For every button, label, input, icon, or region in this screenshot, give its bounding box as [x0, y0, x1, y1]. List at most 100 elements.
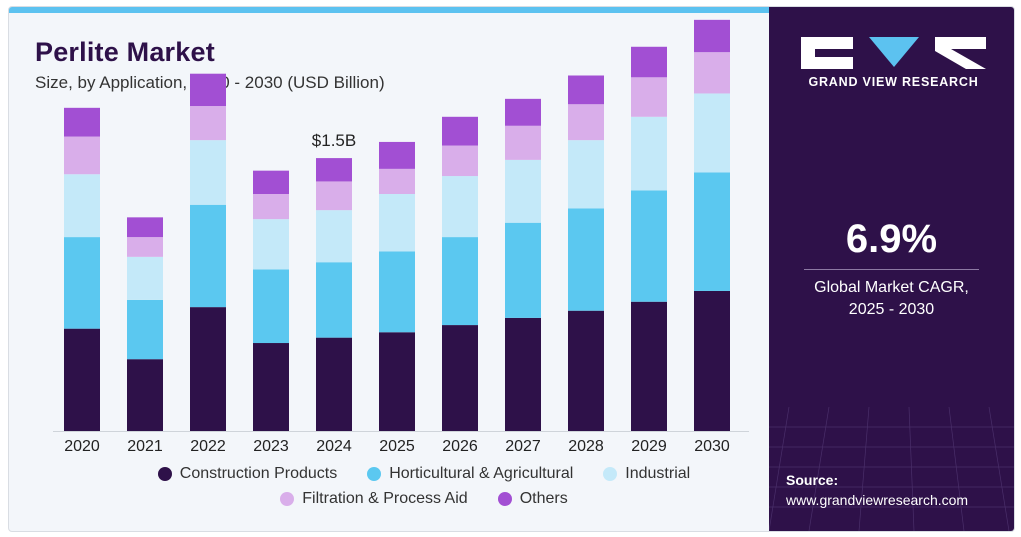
bar-segment-2027-s0	[505, 317, 541, 431]
bar-segment-2020-s0	[64, 328, 100, 431]
chart-title: Perlite Market	[35, 37, 215, 67]
bar-segment-2027-s2	[505, 159, 541, 223]
bar-segment-2025-s3	[379, 168, 415, 194]
x-tick-label-2028: 2028	[568, 438, 604, 455]
bar-segment-2025-s0	[379, 332, 415, 431]
bar-segment-2030-s0	[694, 290, 730, 431]
grand-view-research-logo	[801, 37, 986, 69]
legend-item-construction: Construction Products	[157, 465, 338, 483]
bar-segment-2026-s2	[442, 176, 478, 238]
legend-item-industrial: Industrial	[603, 465, 690, 483]
bar-segment-2024-s1	[316, 262, 352, 338]
bar-segment-2028-s3	[568, 104, 604, 141]
bar-segment-2024-s3	[316, 181, 352, 211]
bar-segment-2026-s3	[442, 145, 478, 177]
cagr-label-line1: Global Market CAGR,	[814, 279, 969, 296]
bar-segment-2021-s3	[127, 237, 163, 257]
bar-segment-2022-s2	[190, 140, 226, 205]
bar-segment-2022-s4	[190, 73, 226, 107]
legend-item-others: Others	[497, 490, 568, 508]
bar-segment-2021-s1	[127, 299, 163, 360]
cagr-label-line2: 2025 - 2030	[848, 301, 935, 318]
x-tick-label-2027: 2027	[505, 438, 541, 455]
divider	[804, 269, 979, 270]
legend-item-horticultural: Horticultural & Agricultural	[367, 465, 573, 483]
legend-swatch-others	[497, 492, 512, 506]
bar-segment-2020-s3	[64, 136, 100, 175]
x-tick-label-2023: 2023	[253, 438, 289, 455]
grid-decoration	[769, 407, 1014, 531]
bar-segment-2025-s1	[379, 251, 415, 333]
bar-segment-2023-s1	[253, 269, 289, 344]
legend-row: Filtration & Process Aid Others	[94, 490, 754, 508]
bar-segment-2029-s4	[631, 46, 667, 78]
accent-bar	[9, 7, 769, 13]
x-tick-label-2020: 2020	[64, 438, 100, 455]
sidebar-panel: GRAND VIEW RESEARCH 6.9% Global Market C…	[769, 7, 1014, 531]
bar-segment-2026-s4	[442, 116, 478, 146]
data-label-2024: $1.5B	[312, 131, 356, 150]
bar-segment-2029-s3	[631, 77, 667, 117]
legend-item-filtration: Filtration & Process Aid	[280, 490, 468, 508]
x-tick-label-2021: 2021	[127, 438, 163, 455]
bar-segment-2023-s3	[253, 194, 289, 220]
chart-card: Perlite Market Size, by Application, 202…	[8, 6, 1015, 532]
bar-segment-2027-s3	[505, 125, 541, 160]
bar-segment-2020-s4	[64, 107, 100, 137]
bar-segment-2028-s2	[568, 140, 604, 209]
source-label: Source:	[786, 472, 839, 488]
cagr-label: Global Market CAGR, 2025 - 2030	[769, 277, 1014, 321]
bar-segment-2030-s4	[694, 19, 730, 53]
bar-segment-2021-s4	[127, 217, 163, 238]
x-tick-label-2026: 2026	[442, 438, 478, 455]
bar-segment-2028-s4	[568, 75, 604, 105]
bar-segment-2029-s1	[631, 190, 667, 302]
bar-segment-2023-s4	[253, 170, 289, 194]
bar-segment-2022-s1	[190, 204, 226, 308]
bar-segment-2030-s1	[694, 172, 730, 291]
x-tick-label-2025: 2025	[379, 438, 415, 455]
bar-segment-2029-s0	[631, 301, 667, 431]
bar-segment-2021-s2	[127, 256, 163, 300]
legend-label-construction: Construction Products	[179, 465, 338, 482]
legend-label-filtration: Filtration & Process Aid	[302, 490, 468, 507]
legend-swatch-construction	[157, 467, 172, 481]
bar-segment-2030-s3	[694, 52, 730, 94]
bar-segment-2028-s0	[568, 310, 604, 431]
bar-segment-2023-s2	[253, 219, 289, 270]
x-tick-label-2022: 2022	[190, 438, 226, 455]
legend-label-industrial: Industrial	[625, 465, 691, 482]
x-tick-label-2030: 2030	[694, 438, 730, 455]
bar-segment-2027-s4	[505, 98, 541, 126]
bar-segment-2023-s0	[253, 343, 289, 431]
bar-segment-2025-s2	[379, 194, 415, 252]
bar-segment-2025-s4	[379, 141, 415, 169]
legend-swatch-filtration	[280, 492, 295, 506]
bar-segment-2028-s1	[568, 208, 604, 311]
brand-name: GRAND VIEW RESEARCH	[808, 75, 979, 89]
bar-segment-2024-s2	[316, 210, 352, 263]
chart-legend: Construction Products Horticultural & Ag…	[94, 465, 754, 515]
bar-segment-2029-s2	[631, 116, 667, 191]
cagr-value: 6.9%	[845, 217, 938, 261]
bar-segment-2026-s0	[442, 325, 478, 431]
bar-segment-2027-s1	[505, 222, 541, 318]
bar-segment-2020-s1	[64, 237, 100, 329]
source-url[interactable]: www.grandviewresearch.com	[786, 492, 969, 508]
bar-segment-2021-s0	[127, 359, 163, 431]
bar-segment-2024-s0	[316, 337, 352, 431]
legend-swatch-industrial	[603, 467, 618, 481]
stacked-bar-chart: 2020 2021 2022 2023 $1.5B 2024 2025 2026 2027 202…	[53, 19, 749, 455]
bar-segment-2024-s4	[316, 158, 352, 182]
legend-swatch-horticultural	[367, 467, 382, 481]
legend-label-horticultural: Horticultural & Agricultural	[389, 465, 574, 482]
bar-segment-2030-s2	[694, 93, 730, 173]
bar-segment-2026-s1	[442, 237, 478, 326]
x-tick-label-2029: 2029	[631, 438, 667, 455]
legend-row: Construction Products Horticultural & Ag…	[94, 465, 754, 483]
bar-segment-2020-s2	[64, 174, 100, 238]
bar-segment-2022-s0	[190, 307, 226, 431]
legend-label-others: Others	[519, 490, 568, 507]
bar-segment-2022-s3	[190, 106, 226, 141]
x-tick-label-2024: 2024	[316, 438, 352, 455]
